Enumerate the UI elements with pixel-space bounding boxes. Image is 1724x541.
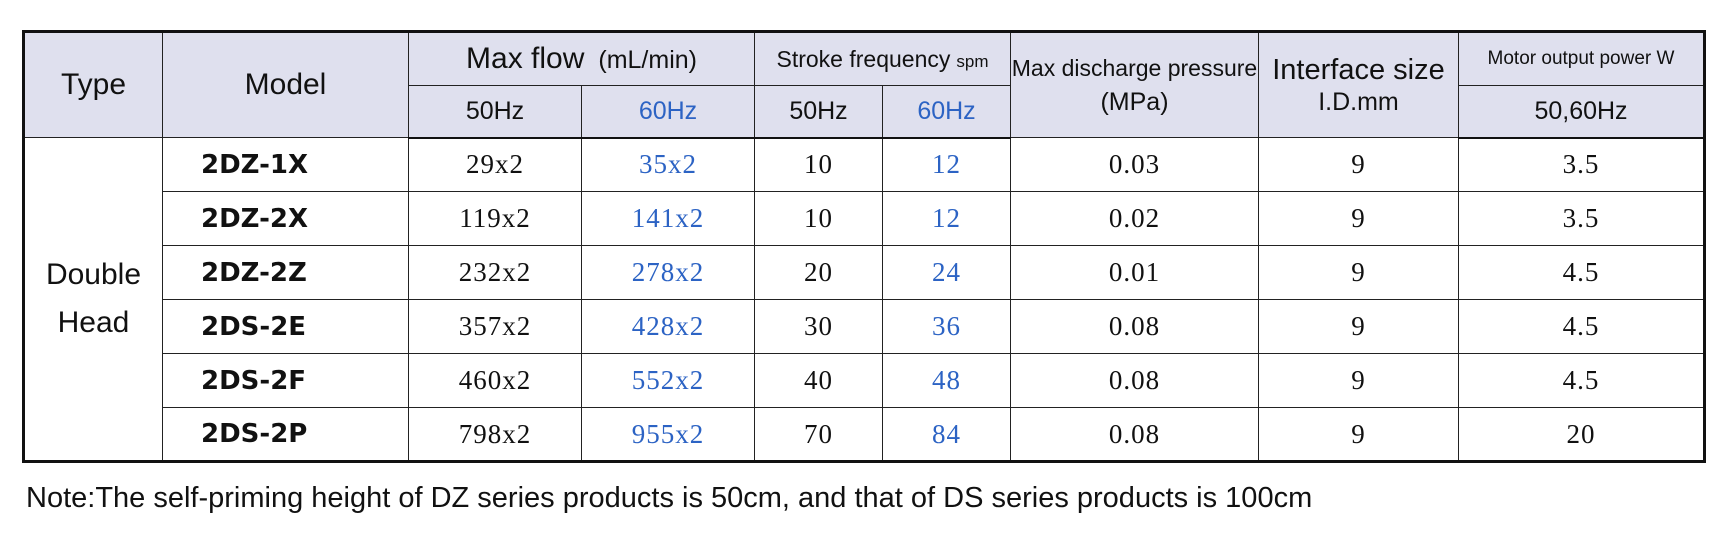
- table-row: Double Head 2DZ-1X 29x2 35x2 10 12 0.03 …: [23, 137, 1705, 462]
- header-stroke-60hz-label: 60Hz: [917, 96, 976, 125]
- header-flow-50hz-label: 50Hz: [465, 96, 525, 125]
- model-cell: 2DZ-1X: [162, 137, 409, 192]
- table-row: 2DS-2F 460x2 552x2 40 48 0.08 9 4.5: [24, 353, 1705, 408]
- flow-60hz-cell: 278x2: [581, 245, 755, 300]
- model-cell: 2DS-2F: [162, 353, 409, 408]
- header-model-label: Model: [244, 68, 327, 101]
- stroke-60hz-cell: 48: [882, 353, 1011, 408]
- model-cell: 2DS-2E: [162, 299, 409, 354]
- power-cell: 4.5: [1458, 299, 1705, 354]
- header-max-discharge-pressure: Max discharge pressure (MPa): [1010, 31, 1259, 138]
- flow-60hz-cell: 552x2: [581, 353, 755, 408]
- header-stroke-50hz-label: 50Hz: [789, 96, 848, 125]
- flow-50hz-cell: 357x2: [408, 299, 582, 354]
- pressure-cell: 0.08: [1010, 299, 1259, 354]
- stroke-50hz-cell: 70: [754, 407, 883, 462]
- pressure-cell: 0.01: [1010, 245, 1259, 300]
- header-max-discharge-pressure-unit: (MPa): [1100, 88, 1169, 116]
- flow-50hz-cell: 232x2: [408, 245, 582, 300]
- table-body: Double Head 2DZ-1X 29x2 35x2 10 12 0.03 …: [23, 137, 1705, 462]
- interface-cell: 9: [1258, 299, 1459, 354]
- interface-cell: 9: [1258, 191, 1459, 246]
- footnote: Note:The self-priming height of DZ serie…: [26, 482, 1313, 514]
- table-row: 2DS-2E 357x2 428x2 30 36 0.08 9 4.5: [24, 299, 1705, 354]
- header-type: Type: [23, 31, 163, 138]
- header-motor-output-power: Motor output power W: [1458, 31, 1705, 86]
- pressure-cell: 0.08: [1010, 353, 1259, 408]
- power-cell: 20: [1458, 407, 1705, 462]
- header-motor-hz-label: 50,60Hz: [1534, 96, 1628, 125]
- model-cell: 2DZ-2Z: [162, 245, 409, 300]
- header-max-flow-label: Max flow: [466, 42, 585, 75]
- stroke-50hz-cell: 30: [754, 299, 883, 354]
- header-stroke-frequency-label: Stroke frequency: [776, 45, 951, 72]
- stroke-60hz-cell: 12: [882, 191, 1011, 246]
- header-interface-size-unit: I.D.mm: [1318, 88, 1399, 116]
- table-row: 2DS-2P 798x2 955x2 70 84 0.08 9 20: [24, 407, 1705, 462]
- flow-60hz-cell: 955x2: [581, 407, 755, 462]
- stroke-60hz-cell: 24: [882, 245, 1011, 300]
- interface-cell: 9: [1258, 137, 1459, 192]
- pressure-cell: 0.08: [1010, 407, 1259, 462]
- header-stroke-frequency-unit: spm: [956, 51, 989, 71]
- power-cell: 3.5: [1458, 191, 1705, 246]
- power-cell: 4.5: [1458, 353, 1705, 408]
- header-flow-60hz: 60Hz: [581, 85, 755, 139]
- power-cell: 3.5: [1458, 137, 1705, 192]
- header-motor-output-power-label: Motor output power W: [1487, 48, 1675, 69]
- table-row: 2DZ-2Z 232x2 278x2 20 24 0.01 9 4.5: [24, 245, 1705, 300]
- flow-50hz-cell: 119x2: [408, 191, 582, 246]
- interface-cell: 9: [1258, 353, 1459, 408]
- type-group-cell: Double Head: [23, 137, 163, 462]
- stroke-60hz-cell: 84: [882, 407, 1011, 462]
- header-stroke-60hz: 60Hz: [882, 85, 1011, 139]
- interface-cell: 9: [1258, 407, 1459, 462]
- header-max-discharge-pressure-label: Max discharge pressure: [1011, 55, 1258, 81]
- header-interface-size-label: Interface size: [1272, 54, 1445, 86]
- type-group-line1: Double: [45, 258, 142, 291]
- flow-60hz-cell: 428x2: [581, 299, 755, 354]
- header-flow-50hz: 50Hz: [408, 85, 582, 139]
- flow-50hz-cell: 29x2: [408, 137, 582, 192]
- model-cell: 2DS-2P: [162, 407, 409, 462]
- table-header: Type Model Max flow (mL/min) Stroke frequ…: [23, 31, 1705, 139]
- stroke-60hz-cell: 12: [882, 137, 1011, 192]
- type-group-line2: Head: [57, 306, 130, 339]
- interface-cell: 9: [1258, 245, 1459, 300]
- pressure-cell: 0.02: [1010, 191, 1259, 246]
- stroke-50hz-cell: 40: [754, 353, 883, 408]
- header-stroke-50hz: 50Hz: [754, 85, 883, 139]
- header-max-flow: Max flow (mL/min): [408, 31, 755, 86]
- table-row: 2DZ-2X 119x2 141x2 10 12 0.02 9 3.5: [24, 191, 1705, 246]
- flow-60hz-cell: 141x2: [581, 191, 755, 246]
- flow-50hz-cell: 460x2: [408, 353, 582, 408]
- spec-table: Type Model Max flow (mL/min) Stroke frequ…: [22, 30, 1706, 463]
- stroke-50hz-cell: 10: [754, 191, 883, 246]
- header-stroke-frequency: Stroke frequency spm: [754, 31, 1011, 86]
- stroke-50hz-cell: 20: [754, 245, 883, 300]
- model-cell: 2DZ-2X: [162, 191, 409, 246]
- stroke-50hz-cell: 10: [754, 137, 883, 192]
- flow-50hz-cell: 798x2: [408, 407, 582, 462]
- header-model: Model: [162, 31, 409, 138]
- header-motor-hz: 50,60Hz: [1458, 85, 1705, 139]
- stroke-60hz-cell: 36: [882, 299, 1011, 354]
- header-interface-size: Interface size I.D.mm: [1258, 31, 1459, 138]
- header-max-flow-unit: (mL/min): [598, 46, 697, 74]
- flow-60hz-cell: 35x2: [581, 137, 755, 192]
- header-type-label: Type: [60, 68, 127, 101]
- power-cell: 4.5: [1458, 245, 1705, 300]
- pressure-cell: 0.03: [1010, 137, 1259, 192]
- header-flow-60hz-label: 60Hz: [638, 96, 698, 125]
